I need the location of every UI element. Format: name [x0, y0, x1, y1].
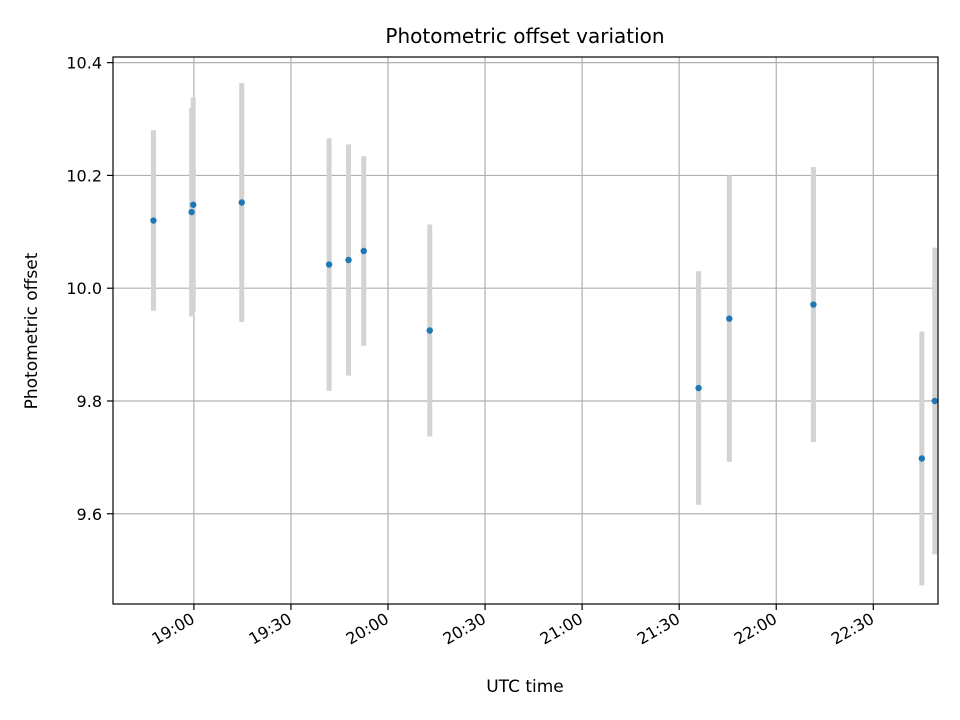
data-point	[345, 256, 352, 264]
x-tick-label: 21:30	[634, 609, 683, 649]
x-tick-label: 19:00	[148, 609, 197, 649]
x-tick-label: 19:30	[246, 609, 295, 649]
plot-frame	[112, 56, 939, 605]
y-tick-label: 9.8	[77, 392, 102, 411]
x-tick-label: 20:00	[343, 609, 392, 649]
chart-title: Photometric offset variation	[385, 24, 664, 48]
y-axis-label: Photometric offset	[22, 252, 42, 409]
x-tick-label: 22:00	[731, 609, 780, 649]
data-points	[150, 199, 938, 462]
y-tick-label: 10.2	[66, 166, 102, 185]
data-point	[726, 315, 733, 322]
error-bars	[150, 82, 938, 586]
data-point	[190, 201, 197, 208]
data-point	[188, 208, 195, 216]
data-point	[931, 397, 938, 405]
x-axis-ticks: 19:00 19:30 20:00 20:30 21:00 21:30 22:00 22:30	[148, 604, 877, 649]
data-point	[360, 247, 367, 255]
x-tick-label: 20:30	[440, 609, 489, 649]
y-tick-label: 10.0	[66, 279, 102, 298]
y-tick-label: 10.4	[66, 54, 102, 73]
data-point	[238, 199, 245, 206]
x-axis-label: UTC time	[486, 677, 564, 697]
x-tick-label: 22:30	[828, 609, 877, 649]
data-point	[918, 455, 926, 462]
grid	[113, 57, 938, 604]
y-tick-label: 9.6	[77, 505, 102, 524]
x-tick-label: 21:00	[537, 609, 586, 649]
y-axis-ticks: 9.6 9.8 10.0 10.2 10.4	[66, 54, 113, 524]
data-point	[426, 327, 433, 334]
data-point	[325, 261, 333, 268]
data-point	[695, 384, 702, 392]
data-point	[810, 301, 817, 308]
data-point	[150, 217, 157, 224]
